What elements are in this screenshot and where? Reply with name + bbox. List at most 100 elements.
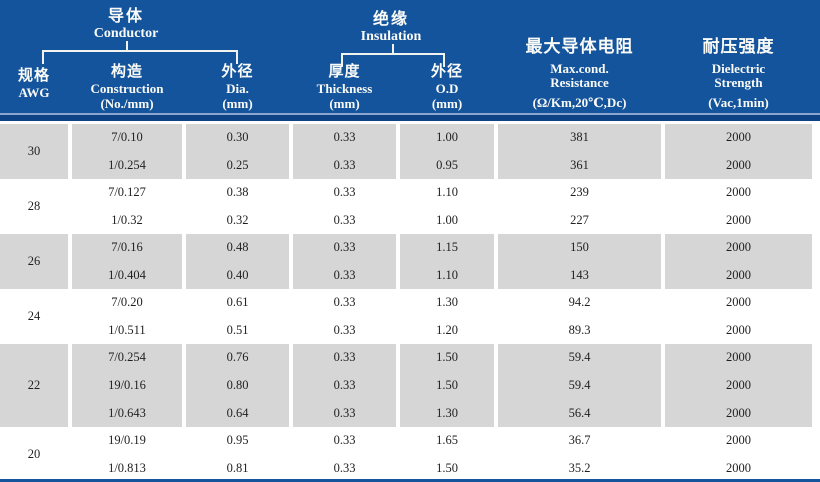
column-header-awg: 规格 AWG <box>0 68 68 100</box>
value-construction: 7/0.127 <box>108 185 146 200</box>
cell-resistance: 94.2 89.3 <box>498 289 661 344</box>
value-resistance: 227 <box>570 212 589 227</box>
resistance-header-en1: Max.cond. <box>550 61 609 76</box>
value-dia: 0.32 <box>226 212 249 227</box>
cell-dielectric: 2000 2000 <box>665 427 812 482</box>
value-dielectric: 2000 <box>726 185 751 200</box>
bracket-right-tick <box>443 53 445 67</box>
value-dielectric: 2000 <box>726 295 751 310</box>
value-od: 1.30 <box>436 295 458 310</box>
cell-dielectric: 2000 2000 <box>665 289 812 344</box>
bracket-left-tick <box>42 50 44 64</box>
cell-od: 1.15 1.10 <box>400 234 494 289</box>
awg-band-28: 28 7/0.127 1/0.32 0.38 0.32 0.33 0.33 1.10 1.00 2… <box>0 179 820 234</box>
awg-value: 20 <box>27 447 41 461</box>
value-construction: 19/0.19 <box>108 433 146 448</box>
value-dielectric: 2000 <box>726 240 751 255</box>
value-dia: 0.76 <box>226 350 249 365</box>
conductor-label-en: Conductor <box>93 26 159 41</box>
header-light-divider <box>0 113 820 115</box>
value-resistance: 35.2 <box>568 460 591 475</box>
cell-thickness: 0.33 0.33 <box>293 234 396 289</box>
awg-value: 24 <box>27 309 41 323</box>
value-od: 1.00 <box>436 130 458 145</box>
value-dielectric: 2000 <box>726 130 751 145</box>
cell-resistance: 381 361 <box>498 124 661 179</box>
value-dia: 0.38 <box>226 185 249 200</box>
value-resistance: 59.4 <box>568 350 591 365</box>
value-od: 1.30 <box>436 405 458 420</box>
od-header-zh: 外径 <box>430 64 463 80</box>
dielectric-header-en1: Dielectric <box>711 61 766 76</box>
cell-dia: 0.61 0.51 <box>186 289 289 344</box>
value-dielectric: 2000 <box>726 460 751 475</box>
thickness-header-en: Thickness <box>316 81 373 96</box>
insulation-bracket <box>341 44 445 67</box>
cell-dielectric: 2000 2000 <box>665 124 812 179</box>
value-od: 1.10 <box>436 267 458 282</box>
cell-construction: 7/0.10 1/0.254 <box>72 124 182 179</box>
cell-od: 1.00 0.95 <box>400 124 494 179</box>
value-od: 0.95 <box>436 157 458 172</box>
value-resistance: 143 <box>570 267 589 282</box>
thickness-header-unit: (mm) <box>329 96 360 111</box>
dielectric-header-unit: (Vac,1min) <box>708 95 769 110</box>
value-dielectric: 2000 <box>726 433 751 448</box>
column-header-construction: 构造 Construction (No./mm) <box>72 64 182 111</box>
value-resistance: 59.4 <box>568 378 591 392</box>
dielectric-header-zh: 耐压强度 <box>702 37 775 56</box>
conductor-group-label: 导体 Conductor <box>61 8 191 41</box>
value-dielectric: 2000 <box>726 405 751 420</box>
value-resistance: 56.4 <box>568 405 591 420</box>
bracket-left-tick <box>341 53 343 67</box>
header-dark-divider <box>0 115 820 121</box>
bracket-right-tick <box>236 50 238 64</box>
value-dia: 0.30 <box>226 130 249 145</box>
value-dielectric: 2000 <box>726 378 751 392</box>
value-thickness: 0.33 <box>333 157 356 172</box>
column-header-dielectric: 耐压强度 Dielectric Strength (Vac,1min) <box>665 37 812 110</box>
value-dielectric: 2000 <box>726 157 751 172</box>
insulation-group-label: 绝缘 Insulation <box>326 11 456 44</box>
construction-header-zh: 构造 <box>110 64 143 80</box>
value-od: 1.20 <box>436 322 458 337</box>
dielectric-header-en2: Strength <box>714 75 763 90</box>
cell-dia: 0.30 0.25 <box>186 124 289 179</box>
value-thickness: 0.33 <box>333 378 356 392</box>
cell-thickness: 0.33 0.33 <box>293 124 396 179</box>
cell-resistance: 150 143 <box>498 234 661 289</box>
value-construction: 7/0.10 <box>111 130 143 145</box>
cell-dielectric: 2000 2000 <box>665 179 812 234</box>
value-construction: 1/0.32 <box>111 212 143 227</box>
construction-header-en: Construction <box>90 81 164 96</box>
value-construction: 1/0.404 <box>108 267 146 282</box>
resistance-header-en2: Resistance <box>550 75 609 90</box>
value-dia: 0.61 <box>226 295 249 310</box>
cell-od: 1.65 1.50 <box>400 427 494 482</box>
value-od: 1.50 <box>436 378 458 392</box>
value-thickness: 0.33 <box>333 295 356 310</box>
value-dia: 0.64 <box>226 405 249 420</box>
cell-thickness: 0.33 0.33 <box>293 179 396 234</box>
awg-value: 26 <box>0 234 68 289</box>
value-construction: 1/0.254 <box>108 157 146 172</box>
awg-header-zh: 规格 <box>17 68 50 84</box>
value-resistance: 381 <box>570 130 589 145</box>
value-thickness: 0.33 <box>333 267 356 282</box>
cell-dielectric: 2000 2000 <box>665 234 812 289</box>
value-dia: 0.51 <box>226 322 249 337</box>
value-resistance: 361 <box>570 157 589 172</box>
value-dia: 0.80 <box>226 378 249 392</box>
cell-dia: 0.38 0.32 <box>186 179 289 234</box>
value-thickness: 0.33 <box>333 185 356 200</box>
value-thickness: 0.33 <box>333 433 356 448</box>
value-resistance: 36.7 <box>568 433 591 448</box>
column-header-od: 外径 O.D (mm) <box>400 64 494 111</box>
dia-header-unit: (mm) <box>222 96 253 111</box>
cell-construction: 7/0.127 1/0.32 <box>72 179 182 234</box>
cell-construction: 7/0.16 1/0.404 <box>72 234 182 289</box>
value-od: 1.65 <box>436 433 458 448</box>
value-thickness: 0.33 <box>333 130 356 145</box>
value-construction: 7/0.16 <box>111 240 143 255</box>
